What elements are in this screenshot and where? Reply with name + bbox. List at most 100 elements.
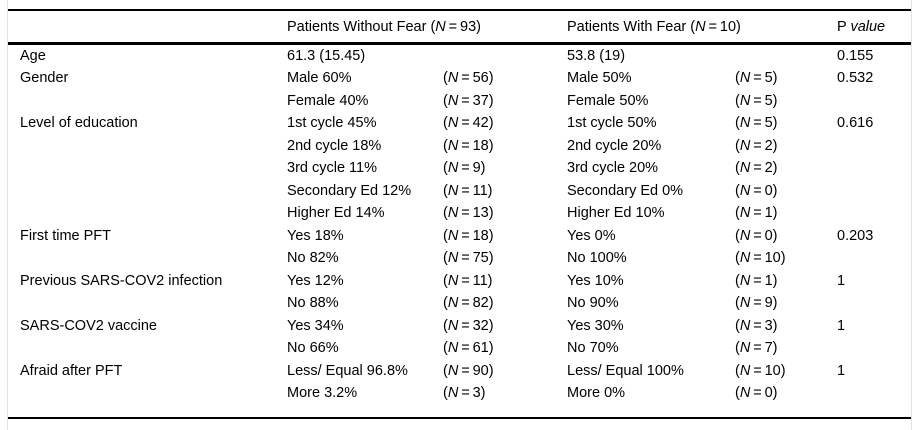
- without-fear-value: Yes 12%: [287, 272, 344, 289]
- row-label: First time PFT: [20, 227, 112, 244]
- with-fear-value: Female 50%: [567, 92, 649, 109]
- header-patients-without-fear: Patients Without Fear (N = 93): [287, 18, 481, 35]
- without-fear-value: 61.3 (15.45): [287, 47, 366, 64]
- with-fear-n: (N = 0): [735, 227, 778, 244]
- with-fear-n: (N = 0): [735, 182, 778, 199]
- without-fear-value: Higher Ed 14%: [287, 205, 385, 221]
- with-fear-value: Male 50%: [567, 70, 632, 86]
- p-value: 1: [837, 362, 846, 379]
- table-row: Female 40% (N = 37) Female 50% (N = 5): [8, 90, 911, 113]
- row-label: Level of education: [20, 115, 138, 131]
- p-value: 0.532: [837, 70, 874, 86]
- table-row: Age 61.3 (15.45) 53.8 (19) 0.155: [8, 45, 911, 68]
- left-edge-line: [7, 0, 8, 430]
- without-fear-value: 1st cycle 45%: [287, 115, 377, 131]
- table-row: No 82% (N = 75) No 100% (N = 10): [8, 247, 911, 270]
- with-fear-n: (N = 5): [735, 70, 778, 86]
- with-fear-n: (N = 3): [735, 317, 778, 334]
- table-row: More 3.2% (N = 3) More 0% (N = 0): [8, 382, 911, 405]
- without-fear-n: (N = 11): [443, 182, 493, 199]
- p-value: 0.155: [837, 47, 874, 64]
- without-fear-n: (N = 42): [443, 115, 494, 131]
- with-fear-value: Yes 0%: [567, 227, 616, 244]
- table-row: No 66% (N = 61) No 70% (N = 7): [8, 337, 911, 360]
- with-fear-value: Secondary Ed 0%: [567, 182, 684, 199]
- without-fear-n: (N = 82): [443, 295, 494, 311]
- table-row: Level of education 1st cycle 45% (N = 42…: [8, 112, 911, 135]
- without-fear-value: 2nd cycle 18%: [287, 137, 382, 154]
- without-fear-value: No 82%: [287, 250, 339, 266]
- without-fear-n: (N = 37): [443, 92, 494, 109]
- without-fear-n: (N = 3): [443, 385, 486, 401]
- without-fear-n: (N = 61): [443, 340, 494, 356]
- with-fear-n: (N = 5): [735, 115, 778, 131]
- patient-characteristics-table: Patients Without Fear (N = 93) Patients …: [8, 9, 911, 419]
- without-fear-n: (N = 13): [443, 205, 494, 221]
- table-row: Secondary Ed 12% (N = 11) Secondary Ed 0…: [8, 180, 911, 203]
- with-fear-value: 2nd cycle 20%: [567, 137, 662, 154]
- with-fear-n: (N = 10): [735, 250, 786, 266]
- with-fear-n: (N = 1): [735, 272, 778, 289]
- table-row: Gender Male 60% (N = 56) Male 50% (N = 5…: [8, 67, 911, 90]
- table-bottom-spacer: [8, 405, 911, 417]
- header-patients-with-fear: Patients With Fear (N = 10): [567, 18, 741, 35]
- table-row: 2nd cycle 18% (N = 18) 2nd cycle 20% (N …: [8, 135, 911, 158]
- with-fear-n: (N = 5): [735, 92, 778, 109]
- without-fear-value: Yes 34%: [287, 317, 344, 334]
- table-bottom-rule: [8, 416, 911, 419]
- with-fear-value: 1st cycle 50%: [567, 115, 657, 131]
- without-fear-value: Secondary Ed 12%: [287, 182, 412, 199]
- with-fear-value: Higher Ed 10%: [567, 205, 665, 221]
- p-value: 1: [837, 317, 846, 334]
- with-fear-n: (N = 1): [735, 205, 778, 221]
- with-fear-value: 53.8 (19): [567, 47, 626, 64]
- without-fear-n: (N = 32): [443, 317, 494, 334]
- with-fear-n: (N = 2): [735, 160, 778, 176]
- with-fear-n: (N = 10): [735, 362, 786, 379]
- row-label: Gender: [20, 70, 69, 86]
- without-fear-n: (N = 56): [443, 70, 494, 86]
- with-fear-value: No 100%: [567, 250, 627, 266]
- row-label: Afraid after PFT: [20, 362, 123, 379]
- without-fear-value: Yes 18%: [287, 227, 344, 244]
- table-row: Afraid after PFT Less/ Equal 96.8% (N = …: [8, 360, 911, 383]
- table-row: No 88% (N = 82) No 90% (N = 9): [8, 292, 911, 315]
- with-fear-value: Yes 10%: [567, 272, 624, 289]
- without-fear-value: Female 40%: [287, 92, 369, 109]
- with-fear-value: No 70%: [567, 340, 619, 356]
- without-fear-value: No 88%: [287, 295, 339, 311]
- with-fear-value: Yes 30%: [567, 317, 624, 334]
- with-fear-value: 3rd cycle 20%: [567, 160, 659, 176]
- with-fear-n: (N = 9): [735, 295, 778, 311]
- without-fear-n: (N = 11): [443, 272, 493, 289]
- without-fear-n: (N = 75): [443, 250, 494, 266]
- table-header-row: Patients Without Fear (N = 93) Patients …: [8, 11, 911, 42]
- row-label: Age: [20, 47, 46, 64]
- without-fear-value: 3rd cycle 11%: [287, 160, 377, 176]
- table-row: 3rd cycle 11% (N = 9) 3rd cycle 20% (N =…: [8, 157, 911, 180]
- p-value: 0.616: [837, 115, 874, 131]
- without-fear-n: (N = 9): [443, 160, 486, 176]
- table-row: SARS-COV2 vaccine Yes 34% (N = 32) Yes 3…: [8, 315, 911, 338]
- table-body: Age 61.3 (15.45) 53.8 (19) 0.155 Gender …: [8, 45, 911, 405]
- header-separator-rule: [8, 42, 911, 45]
- p-header-prefix: P: [837, 18, 847, 35]
- with-fear-value: Less/ Equal 100%: [567, 362, 684, 379]
- p-value: 1: [837, 272, 846, 289]
- table-top-rule: [8, 9, 911, 11]
- with-fear-n: (N = 0): [735, 385, 778, 401]
- p-header-italic-word: value: [850, 18, 886, 35]
- with-fear-value: More 0%: [567, 385, 626, 401]
- without-fear-value: No 66%: [287, 340, 339, 356]
- without-fear-value: Less/ Equal 96.8%: [287, 362, 408, 379]
- header-p-value: P value: [837, 19, 911, 35]
- without-fear-n: (N = 18): [443, 137, 494, 154]
- row-label: Previous SARS-COV2 infection: [20, 272, 223, 289]
- with-fear-n: (N = 7): [735, 340, 778, 356]
- table-row: Previous SARS-COV2 infection Yes 12% (N …: [8, 270, 911, 293]
- without-fear-value: Male 60%: [287, 70, 352, 86]
- without-fear-n: (N = 18): [443, 227, 494, 244]
- row-label: SARS-COV2 vaccine: [20, 317, 157, 334]
- without-fear-value: More 3.2%: [287, 385, 358, 401]
- with-fear-n: (N = 2): [735, 137, 778, 154]
